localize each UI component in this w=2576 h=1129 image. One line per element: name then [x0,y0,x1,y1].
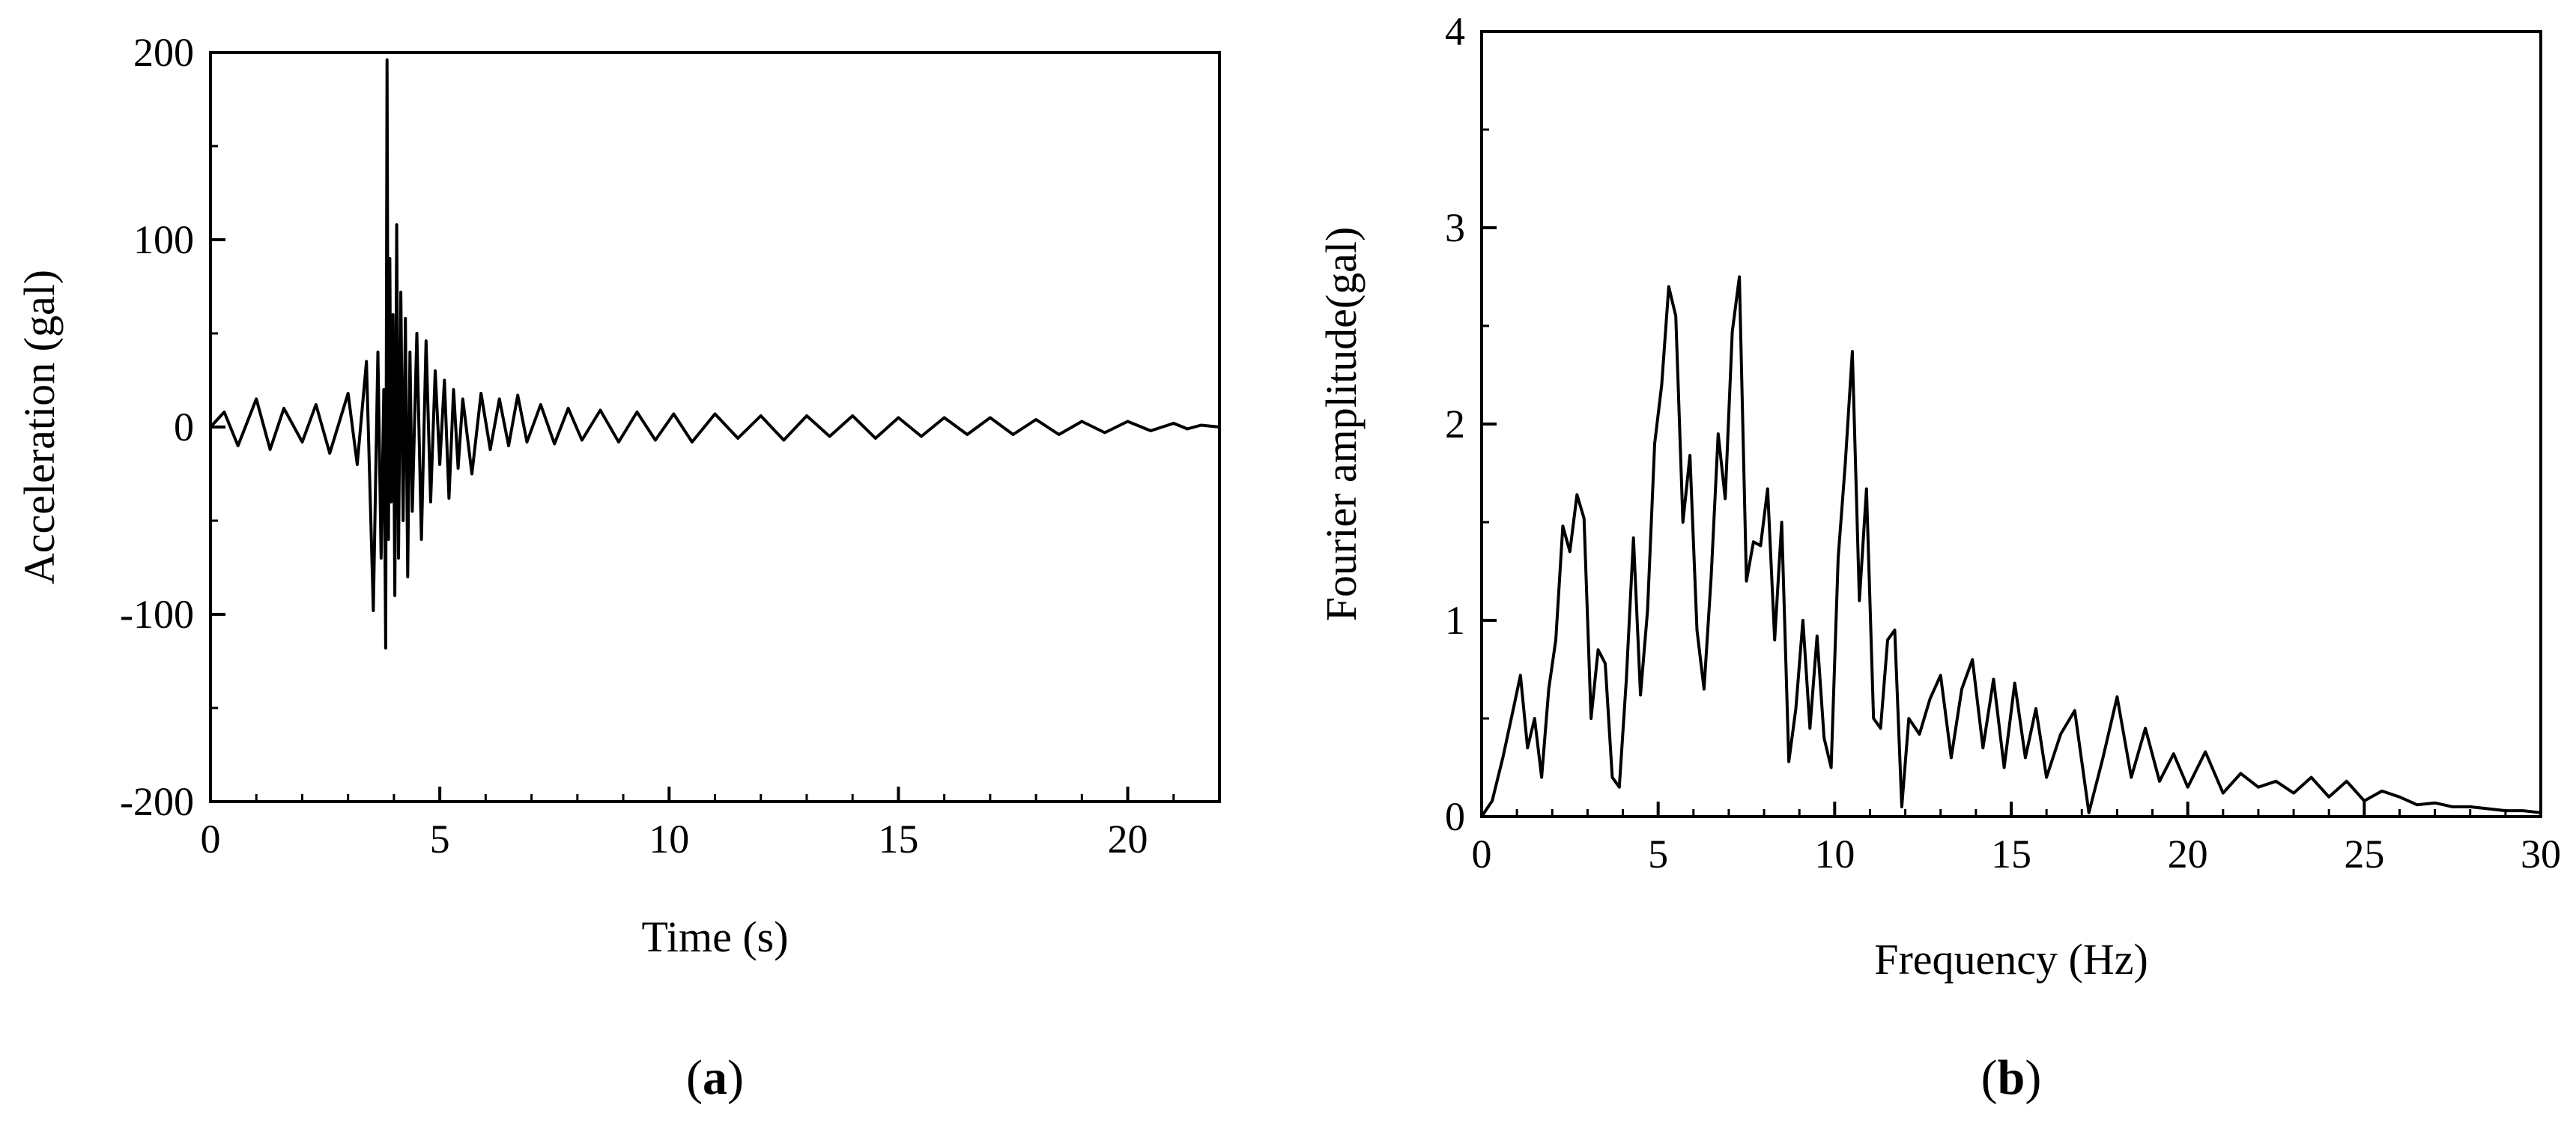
y-tick-label: 0 [1445,794,1465,839]
panel-label: (a) [686,1050,744,1105]
series-line [209,58,1220,650]
panel-a-chart: 0 5 10 15 20 -200 -100 0 100 200 Time (s) Accelerat… [15,30,1221,1105]
panel-label-close: ) [2025,1050,2041,1105]
y-tick-label: -100 [120,592,194,637]
x-tick-label: 15 [878,817,918,862]
x-axis-title: Time (s) [641,912,788,961]
x-tick-label: 30 [2521,832,2561,877]
y-tick-label: 3 [1445,205,1465,250]
y-tick-label: 100 [133,217,194,262]
x-axis-title: Frequency (Hz) [1874,935,2148,984]
x-tick-label: 10 [1814,832,1855,877]
plot-frame [1480,30,2542,818]
panel-label: (b) [1981,1050,2042,1105]
y-axis-title: Fourier amplitude(gal) [1317,227,1366,622]
y-tick-label: 0 [174,405,194,450]
y-tick-label: 1 [1445,598,1465,643]
panel-label-letter: b [1998,1050,2025,1105]
series-line [1480,275,2542,818]
y-tick-label: 200 [133,30,194,75]
x-tick-label: 20 [1108,817,1148,862]
x-tick-label: 20 [2168,832,2208,877]
panel-label-close: ) [727,1050,744,1105]
x-tick-label: 5 [1648,832,1668,877]
x-tick-label: 0 [201,817,221,862]
y-tick-label: 2 [1445,402,1465,447]
x-tick-label: 15 [1991,832,2031,877]
panel-label-open: ( [686,1050,703,1105]
x-tick-label: 5 [430,817,450,862]
panel-label-open: ( [1981,1050,1998,1105]
y-tick-label: 4 [1445,9,1465,54]
y-tick-label: -200 [120,779,194,824]
x-tick-label: 0 [1472,832,1492,877]
panel-label-letter: a [703,1050,727,1105]
x-tick-label: 25 [2344,832,2384,877]
y-axis-title: Acceleration (gal) [15,270,64,584]
x-tick-label: 10 [649,817,689,862]
panel-b-chart: 0 5 10 15 20 25 30 0 1 2 3 4 Frequency (Hz) Fourier a… [1317,9,2561,1105]
